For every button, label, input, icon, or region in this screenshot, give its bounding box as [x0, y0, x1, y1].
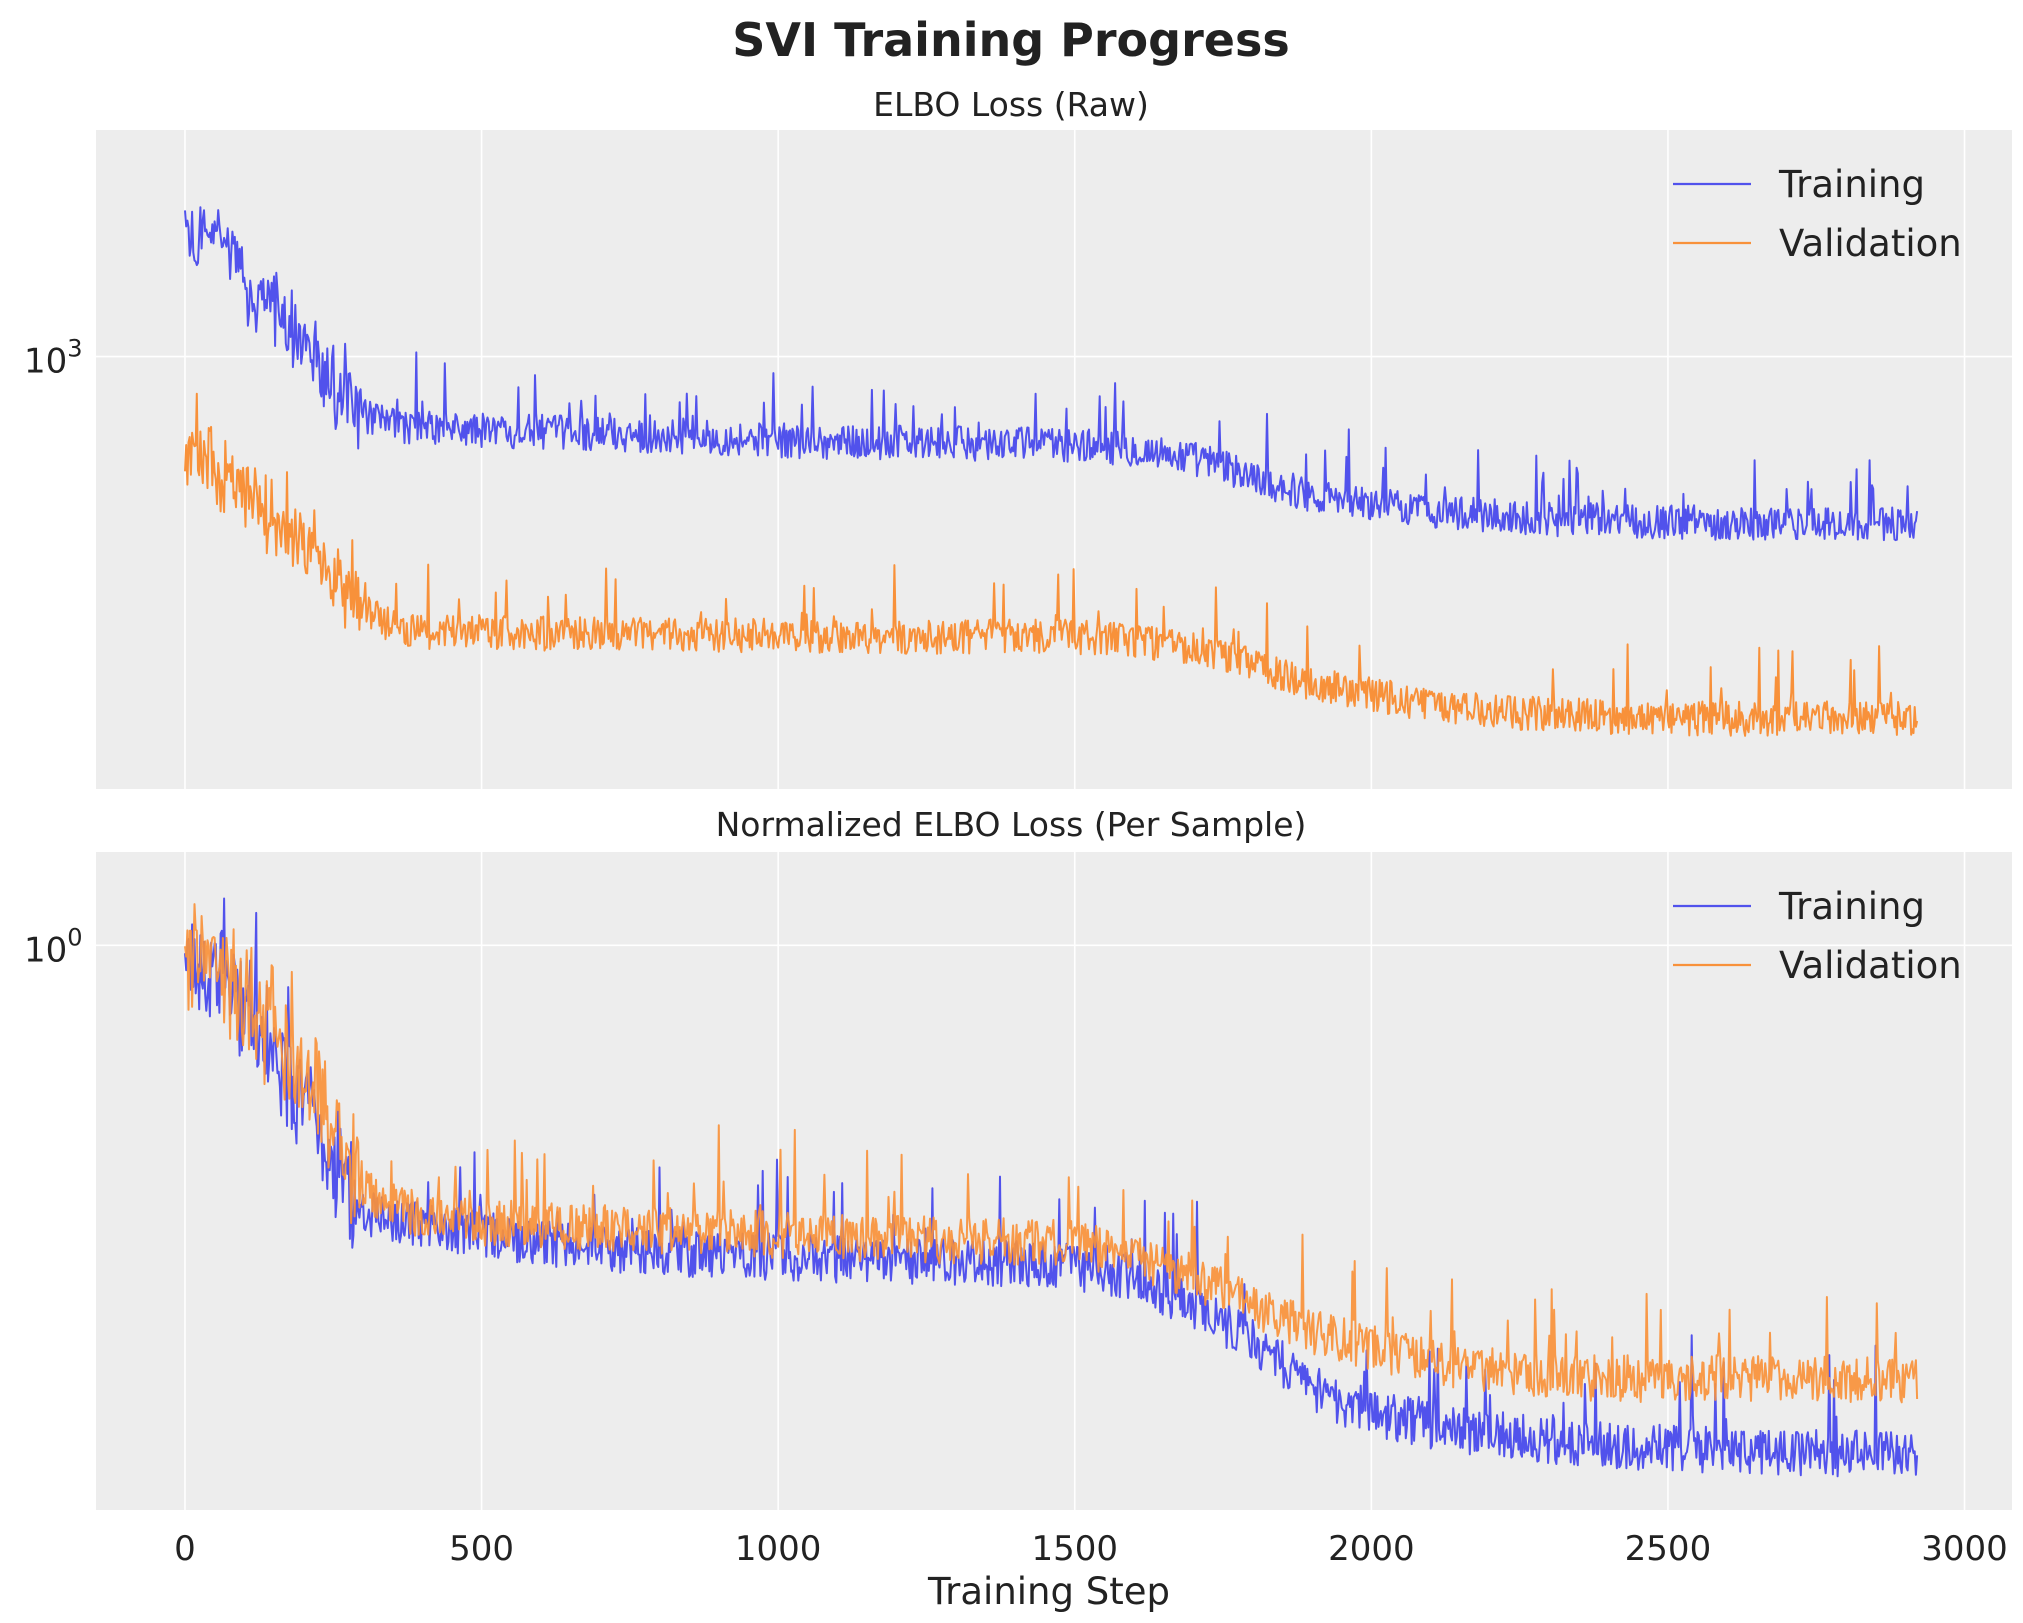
legend-label-training: Training [1778, 885, 1925, 928]
plot-area-raw [96, 130, 2012, 789]
legend-raw: Training Validation [1673, 163, 1962, 265]
legend-label-validation: Validation [1779, 222, 1962, 265]
y-ticks-raw: 103 [24, 335, 83, 382]
x-axis-label: Training Step [927, 1570, 1170, 1613]
panel-title-normalized: Normalized ELBO Loss (Per Sample) [716, 805, 1307, 844]
chart-panel-normalized-elbo: Normalized ELBO Loss (Per Sample) 100 0 5… [24, 805, 2012, 1613]
figure-title: SVI Training Progress [732, 13, 1289, 67]
legend-normalized: Training Validation [1673, 885, 1962, 987]
y-ticks-normalized: 100 [24, 923, 83, 970]
x-tick-label: 0 [174, 1529, 196, 1569]
x-tick-label: 2500 [1625, 1529, 1712, 1569]
y-tick-label: 103 [24, 335, 83, 382]
x-tick-label: 2000 [1328, 1529, 1415, 1569]
x-ticks-normalized: 0 500 1000 1500 2000 2500 3000 [174, 1529, 2008, 1569]
series-line-validation [184, 392, 1919, 737]
x-tick-label: 3000 [1921, 1529, 2008, 1569]
legend-label-training: Training [1778, 163, 1925, 206]
grid-raw [96, 130, 2012, 789]
x-tick-label: 500 [449, 1529, 514, 1569]
panel-title-raw: ELBO Loss (Raw) [873, 85, 1149, 124]
x-tick-label: 1000 [735, 1529, 822, 1569]
series-group-normalized [184, 897, 1919, 1478]
legend-label-validation: Validation [1779, 944, 1962, 987]
y-tick-label: 100 [24, 923, 83, 970]
series-line-validation [184, 903, 1919, 1404]
chart-panel-raw-elbo: ELBO Loss (Raw) 103 Training Validation [24, 85, 2012, 789]
grid-normalized [96, 852, 2012, 1510]
series-group-raw [184, 206, 1919, 737]
series-line-training [184, 206, 1919, 542]
x-tick-label: 1500 [1031, 1529, 1118, 1569]
series-line-training [184, 897, 1919, 1478]
